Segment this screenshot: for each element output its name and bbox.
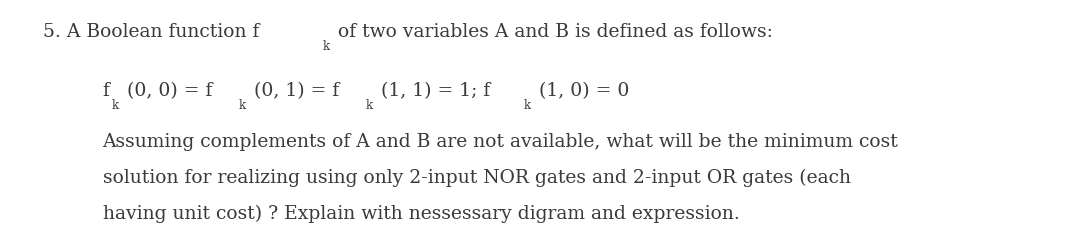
Text: (0, 1) = f: (0, 1) = f [247,81,339,100]
Text: k: k [365,99,373,112]
Text: having unit cost) ? Explain with nessessary digram and expression.: having unit cost) ? Explain with nessess… [103,204,740,223]
Text: k: k [524,99,530,112]
Text: (1, 1) = 1; f: (1, 1) = 1; f [375,81,490,100]
Text: Assuming complements of A and B are not available, what will be the minimum cost: Assuming complements of A and B are not … [103,133,899,151]
Text: of two variables A and B is defined as follows:: of two variables A and B is defined as f… [332,23,772,41]
Text: solution for realizing using only 2-input NOR gates and 2-input OR gates (each: solution for realizing using only 2-inpu… [103,168,851,187]
Text: k: k [323,40,329,53]
Text: k: k [111,99,119,112]
Text: k: k [239,99,245,112]
Text: 5. A Boolean function f: 5. A Boolean function f [43,23,259,41]
Text: f: f [103,81,109,100]
Text: (0, 0) = f: (0, 0) = f [121,81,212,100]
Text: (1, 0) = 0: (1, 0) = 0 [532,81,629,100]
